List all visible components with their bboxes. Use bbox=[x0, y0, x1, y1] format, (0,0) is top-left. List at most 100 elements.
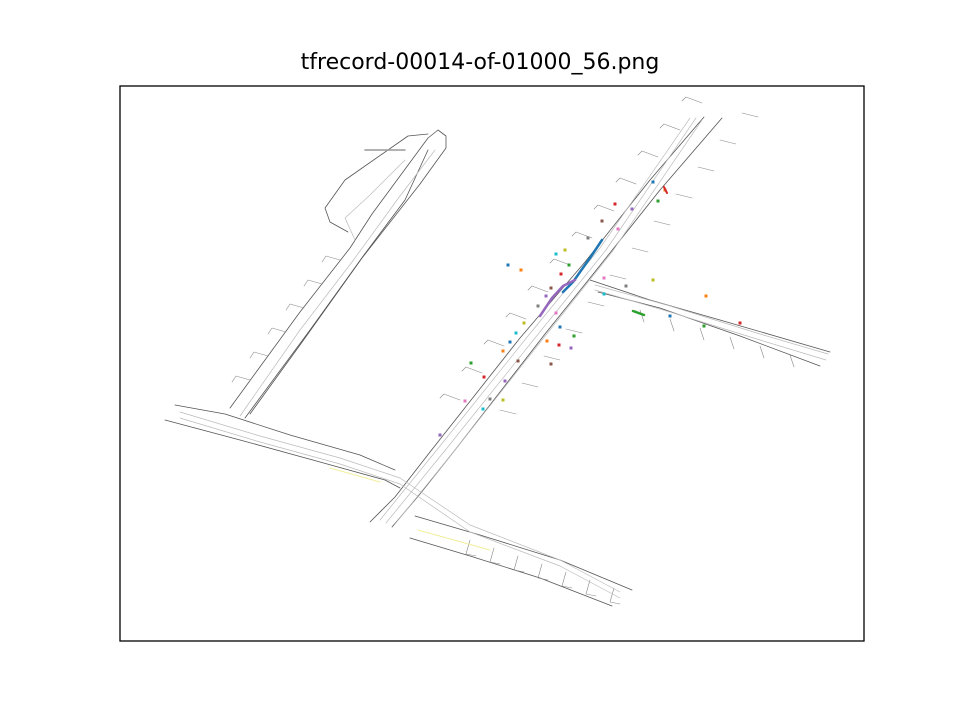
agent-marker bbox=[501, 398, 505, 402]
agent-marker bbox=[554, 311, 558, 315]
agent-marker bbox=[536, 304, 540, 308]
agent-marker bbox=[549, 286, 553, 290]
driveway-stub bbox=[681, 96, 703, 104]
lane-centerline bbox=[179, 417, 621, 599]
agent-marker bbox=[438, 433, 442, 437]
agent-marker bbox=[463, 399, 467, 403]
agent-marker bbox=[554, 252, 558, 256]
road-edge bbox=[324, 133, 429, 233]
driveway-stub bbox=[549, 258, 571, 266]
driveway-stub bbox=[615, 177, 637, 185]
driveway-stub bbox=[675, 193, 693, 199]
agent-marker bbox=[559, 272, 563, 276]
driveway-stub bbox=[249, 351, 269, 359]
lane-centerline bbox=[179, 411, 621, 593]
driveway-stub bbox=[505, 312, 527, 320]
driveway-stub bbox=[571, 231, 593, 239]
agent-marker bbox=[544, 294, 548, 298]
agent-marker bbox=[602, 276, 606, 280]
driveway-stub bbox=[303, 279, 323, 287]
driveway-stub bbox=[527, 285, 549, 293]
driveway-stub bbox=[321, 255, 341, 263]
agent-marker bbox=[630, 207, 634, 211]
lane-centerline bbox=[594, 289, 827, 361]
road-edge bbox=[391, 117, 723, 528]
driveway-stub bbox=[653, 220, 671, 226]
lane-centerline bbox=[344, 159, 406, 241]
lane-centerlines bbox=[179, 117, 829, 599]
road-edge bbox=[229, 129, 447, 415]
driveway-stub bbox=[659, 123, 681, 131]
driveway-stub bbox=[461, 366, 483, 374]
agent-marker bbox=[656, 199, 660, 203]
agent-marker bbox=[503, 379, 507, 383]
driveway-stub bbox=[483, 339, 505, 347]
agent-markers bbox=[438, 180, 742, 437]
driveway-stub bbox=[537, 563, 549, 581]
agent-marker bbox=[651, 278, 655, 282]
driveway-stub bbox=[587, 301, 605, 307]
agent-marker bbox=[516, 359, 520, 363]
agent-marker bbox=[586, 236, 590, 240]
agent-marker bbox=[482, 375, 486, 379]
road-edge bbox=[409, 537, 613, 607]
driveway-stub bbox=[513, 555, 525, 573]
driveway-stub bbox=[631, 247, 649, 253]
road-edge bbox=[597, 291, 821, 367]
driveway-stub bbox=[231, 375, 251, 383]
driveway-stub bbox=[637, 150, 659, 158]
driveway-stub bbox=[465, 539, 477, 557]
driveway-stub bbox=[285, 303, 305, 311]
driveway-stub bbox=[561, 571, 573, 589]
plot-title: tfrecord-00014-of-01000_56.png bbox=[300, 50, 660, 75]
driveway-stub bbox=[593, 204, 615, 212]
agent-marker bbox=[557, 343, 561, 347]
agent-marker bbox=[488, 397, 492, 401]
agent-marker bbox=[567, 263, 571, 267]
agent-marker bbox=[668, 314, 672, 318]
lane-centerline bbox=[385, 117, 697, 524]
agent-marker bbox=[501, 349, 505, 353]
driveway-stub bbox=[585, 579, 597, 597]
lane-centerline bbox=[239, 149, 436, 417]
lane-centerline bbox=[379, 117, 691, 521]
trajectory-green bbox=[631, 309, 646, 317]
agent-trajectories bbox=[538, 186, 668, 318]
road-edge bbox=[244, 149, 429, 419]
driveway-stub bbox=[669, 318, 675, 332]
agent-marker bbox=[704, 294, 708, 298]
driveway-stub bbox=[521, 382, 539, 388]
agent-marker bbox=[572, 334, 576, 338]
driveway-stub bbox=[489, 547, 501, 565]
driveway-stub bbox=[543, 355, 561, 361]
agent-marker bbox=[549, 362, 553, 366]
agent-marker bbox=[519, 268, 523, 272]
agent-marker bbox=[613, 202, 617, 206]
driveway-stub bbox=[499, 409, 517, 415]
agent-marker bbox=[508, 340, 512, 344]
agent-marker bbox=[522, 321, 526, 325]
lane-centerline bbox=[594, 284, 829, 355]
agent-marker bbox=[469, 361, 473, 365]
axes-frame bbox=[119, 85, 865, 642]
driveway-stub bbox=[609, 587, 621, 605]
trajectory-red bbox=[663, 186, 668, 194]
driveway-stub bbox=[267, 327, 287, 335]
driveway-stub bbox=[639, 309, 645, 323]
road-edge bbox=[589, 279, 831, 353]
agent-marker bbox=[738, 321, 742, 325]
agent-marker bbox=[506, 263, 510, 267]
road-edge bbox=[174, 404, 396, 471]
driveway-stub bbox=[729, 336, 735, 350]
trajectory-purple bbox=[538, 278, 577, 318]
driveway-stub bbox=[719, 139, 737, 145]
driveway-stub bbox=[789, 354, 795, 368]
trajectory-blue bbox=[561, 238, 604, 294]
agent-marker bbox=[545, 339, 549, 343]
agent-marker bbox=[514, 331, 518, 335]
agent-marker bbox=[481, 407, 485, 411]
agent-marker bbox=[616, 227, 620, 231]
road-edge bbox=[369, 116, 705, 523]
driveway-stub bbox=[439, 393, 461, 401]
